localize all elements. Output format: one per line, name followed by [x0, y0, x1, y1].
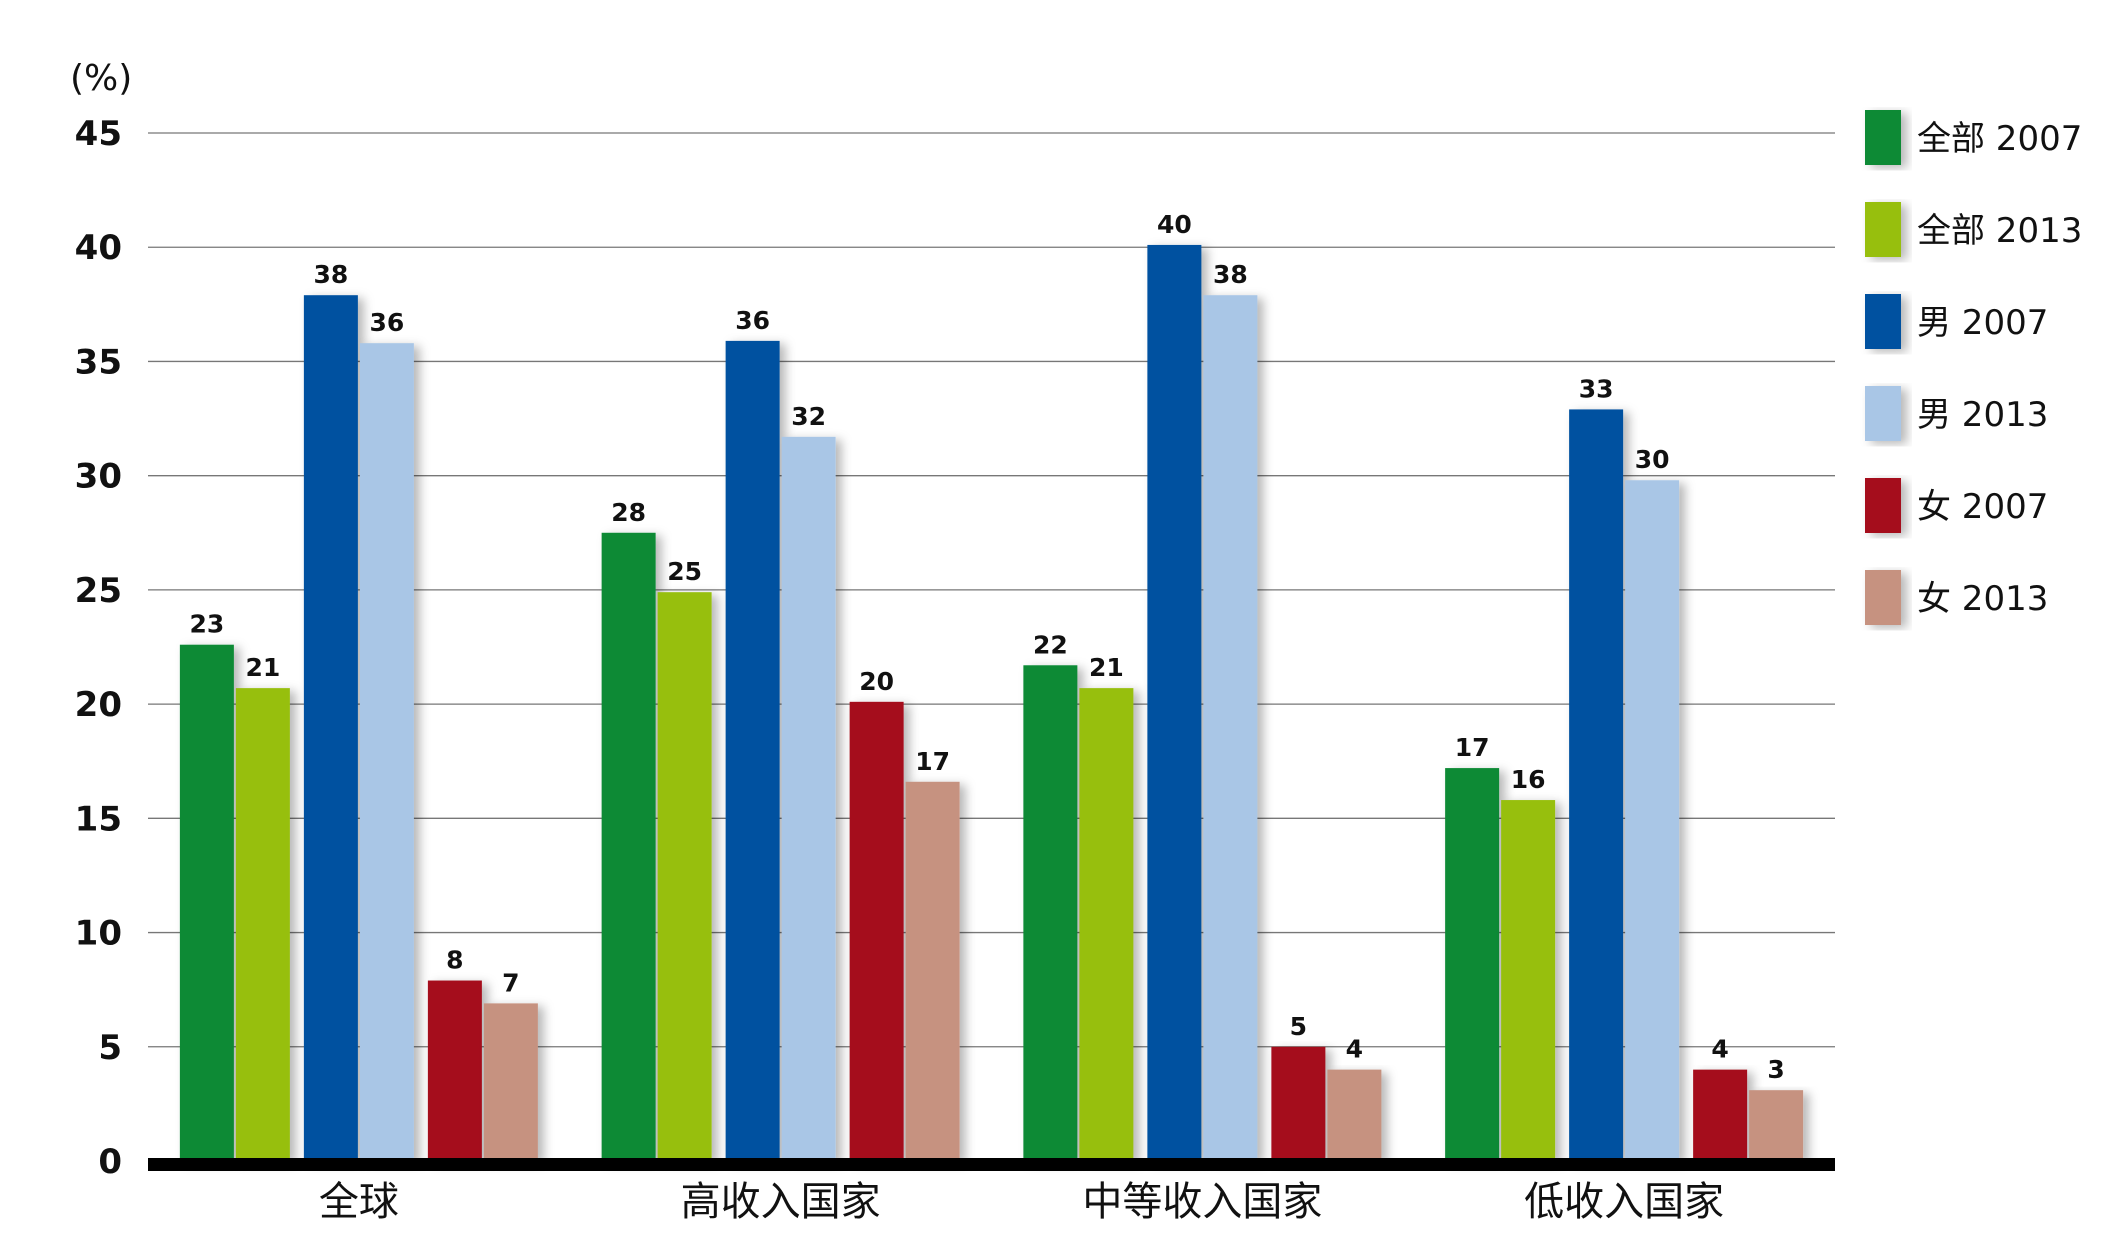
bar-2-3: [1203, 295, 1258, 1161]
data-label-1-4: 20: [859, 667, 894, 696]
data-label-0-2: 38: [313, 260, 348, 289]
data-label-3-4: 4: [1711, 1035, 1728, 1064]
bar-3-0: [1445, 768, 1500, 1161]
y-tick-label-30: 30: [75, 457, 122, 497]
data-label-2-0: 22: [1033, 630, 1068, 659]
bar-2-0: [1023, 665, 1078, 1161]
data-label-2-5: 4: [1346, 1035, 1363, 1064]
y-tick-label-25: 25: [75, 571, 122, 611]
bar-0-0: [179, 644, 234, 1161]
data-label-1-5: 17: [915, 747, 950, 776]
data-label-2-2: 40: [1157, 210, 1192, 239]
bar-0-1: [235, 688, 290, 1161]
x-axis-baseline: [148, 1158, 1835, 1171]
data-label-0-0: 23: [189, 610, 224, 639]
bar-3-4: [1693, 1069, 1748, 1161]
bar-2-5: [1327, 1069, 1382, 1161]
y-tick-label-20: 20: [75, 685, 122, 725]
legend-label-3: 男 2013: [1917, 395, 2048, 435]
data-label-1-0: 28: [611, 498, 646, 527]
category-label-3: 低收入国家: [1524, 1179, 1724, 1225]
bar-3-3: [1625, 480, 1680, 1161]
data-label-2-3: 38: [1213, 260, 1248, 289]
bar-0-5: [483, 1003, 538, 1161]
bar-1-3: [781, 436, 836, 1161]
legend-label-5: 女 2013: [1917, 579, 2048, 619]
y-tick-label-40: 40: [75, 228, 122, 268]
data-label-0-4: 8: [446, 946, 463, 975]
data-label-2-4: 5: [1290, 1012, 1307, 1041]
bar-3-5: [1749, 1090, 1804, 1161]
data-label-0-1: 21: [245, 653, 280, 682]
legend-label-2: 男 2007: [1917, 303, 2048, 343]
legend-swatch-2: [1865, 294, 1901, 349]
legend-label-4: 女 2007: [1917, 487, 2048, 527]
category-label-1: 高收入国家: [681, 1179, 881, 1225]
bar-0-4: [427, 980, 482, 1161]
bar-1-5: [905, 781, 960, 1161]
legend-swatch-1: [1865, 202, 1901, 257]
bar-3-2: [1569, 409, 1624, 1161]
legend-label-1: 全部 2013: [1917, 211, 2082, 251]
y-tick-label-5: 5: [98, 1028, 122, 1068]
data-label-1-2: 36: [735, 306, 770, 335]
bar-1-0: [601, 532, 656, 1161]
bar-2-2: [1147, 244, 1202, 1162]
y-tick-label-15: 15: [75, 799, 122, 839]
y-tick-label-35: 35: [75, 342, 122, 382]
bar-2-4: [1271, 1046, 1326, 1161]
data-label-3-2: 33: [1579, 374, 1614, 403]
legend-swatch-3: [1865, 386, 1901, 441]
category-label-0: 全球: [319, 1179, 399, 1225]
bar-2-1: [1079, 688, 1134, 1161]
data-label-3-0: 17: [1455, 733, 1490, 762]
y-tick-label-45: 45: [75, 114, 122, 154]
data-label-0-5: 7: [502, 968, 519, 997]
data-label-3-5: 3: [1767, 1055, 1784, 1084]
y-tick-label-10: 10: [75, 914, 122, 954]
data-label-0-3: 36: [369, 308, 404, 337]
data-label-2-1: 21: [1089, 653, 1124, 682]
legend-swatch-4: [1865, 478, 1901, 533]
data-label-1-3: 32: [791, 402, 826, 431]
bar-1-1: [657, 592, 712, 1161]
y-tick-label-0: 0: [98, 1142, 122, 1182]
data-label-3-1: 16: [1511, 765, 1546, 794]
y-axis-unit-label: (%): [70, 58, 132, 99]
legend-swatch-0: [1865, 110, 1901, 165]
data-label-1-1: 25: [667, 557, 702, 586]
legend-swatch-5: [1865, 570, 1901, 625]
bar-1-2: [725, 340, 780, 1162]
category-label-2: 中等收入国家: [1082, 1179, 1322, 1225]
legend-label-0: 全部 2007: [1917, 119, 2082, 159]
bar-1-4: [849, 701, 904, 1161]
bar-0-3: [359, 343, 414, 1161]
data-label-3-3: 30: [1635, 445, 1670, 474]
bar-0-2: [303, 295, 358, 1161]
bar-3-1: [1501, 800, 1556, 1161]
